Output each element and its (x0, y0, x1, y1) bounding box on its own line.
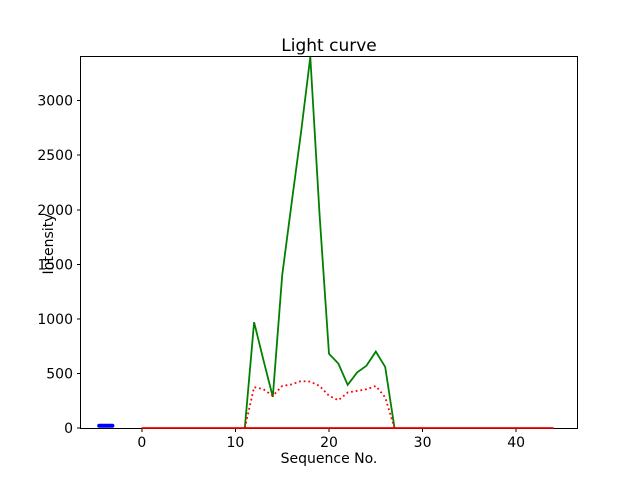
y-tick-label: 1000 (37, 312, 73, 328)
series-red-dotted-curve (243, 380, 396, 429)
x-axis-label: Sequence No. (281, 451, 378, 467)
x-tick-label: 40 (507, 435, 525, 451)
series-layer (97, 57, 554, 429)
y-tick-label: 3000 (37, 94, 73, 110)
y-axis-label: Intensity (41, 214, 57, 275)
series-green-solid-curve (243, 57, 396, 429)
y-tick-label: 500 (46, 366, 73, 382)
x-tick-label: 0 (137, 435, 146, 451)
axis-ticks: 0 10 20 30 40 0 500 1000 1500 2000 2500 3000 (37, 94, 525, 451)
y-tick-label: 2500 (37, 148, 73, 164)
y-tick-label: 1500 (37, 257, 73, 273)
x-tick-label: 20 (320, 435, 338, 451)
x-tick-label: 30 (414, 435, 432, 451)
x-tick-label: 10 (227, 435, 245, 451)
y-tick-label: 2000 (37, 203, 73, 219)
plot-frame (80, 56, 578, 429)
y-tick-label: 0 (64, 421, 73, 437)
chart-title: Light curve (281, 36, 376, 56)
